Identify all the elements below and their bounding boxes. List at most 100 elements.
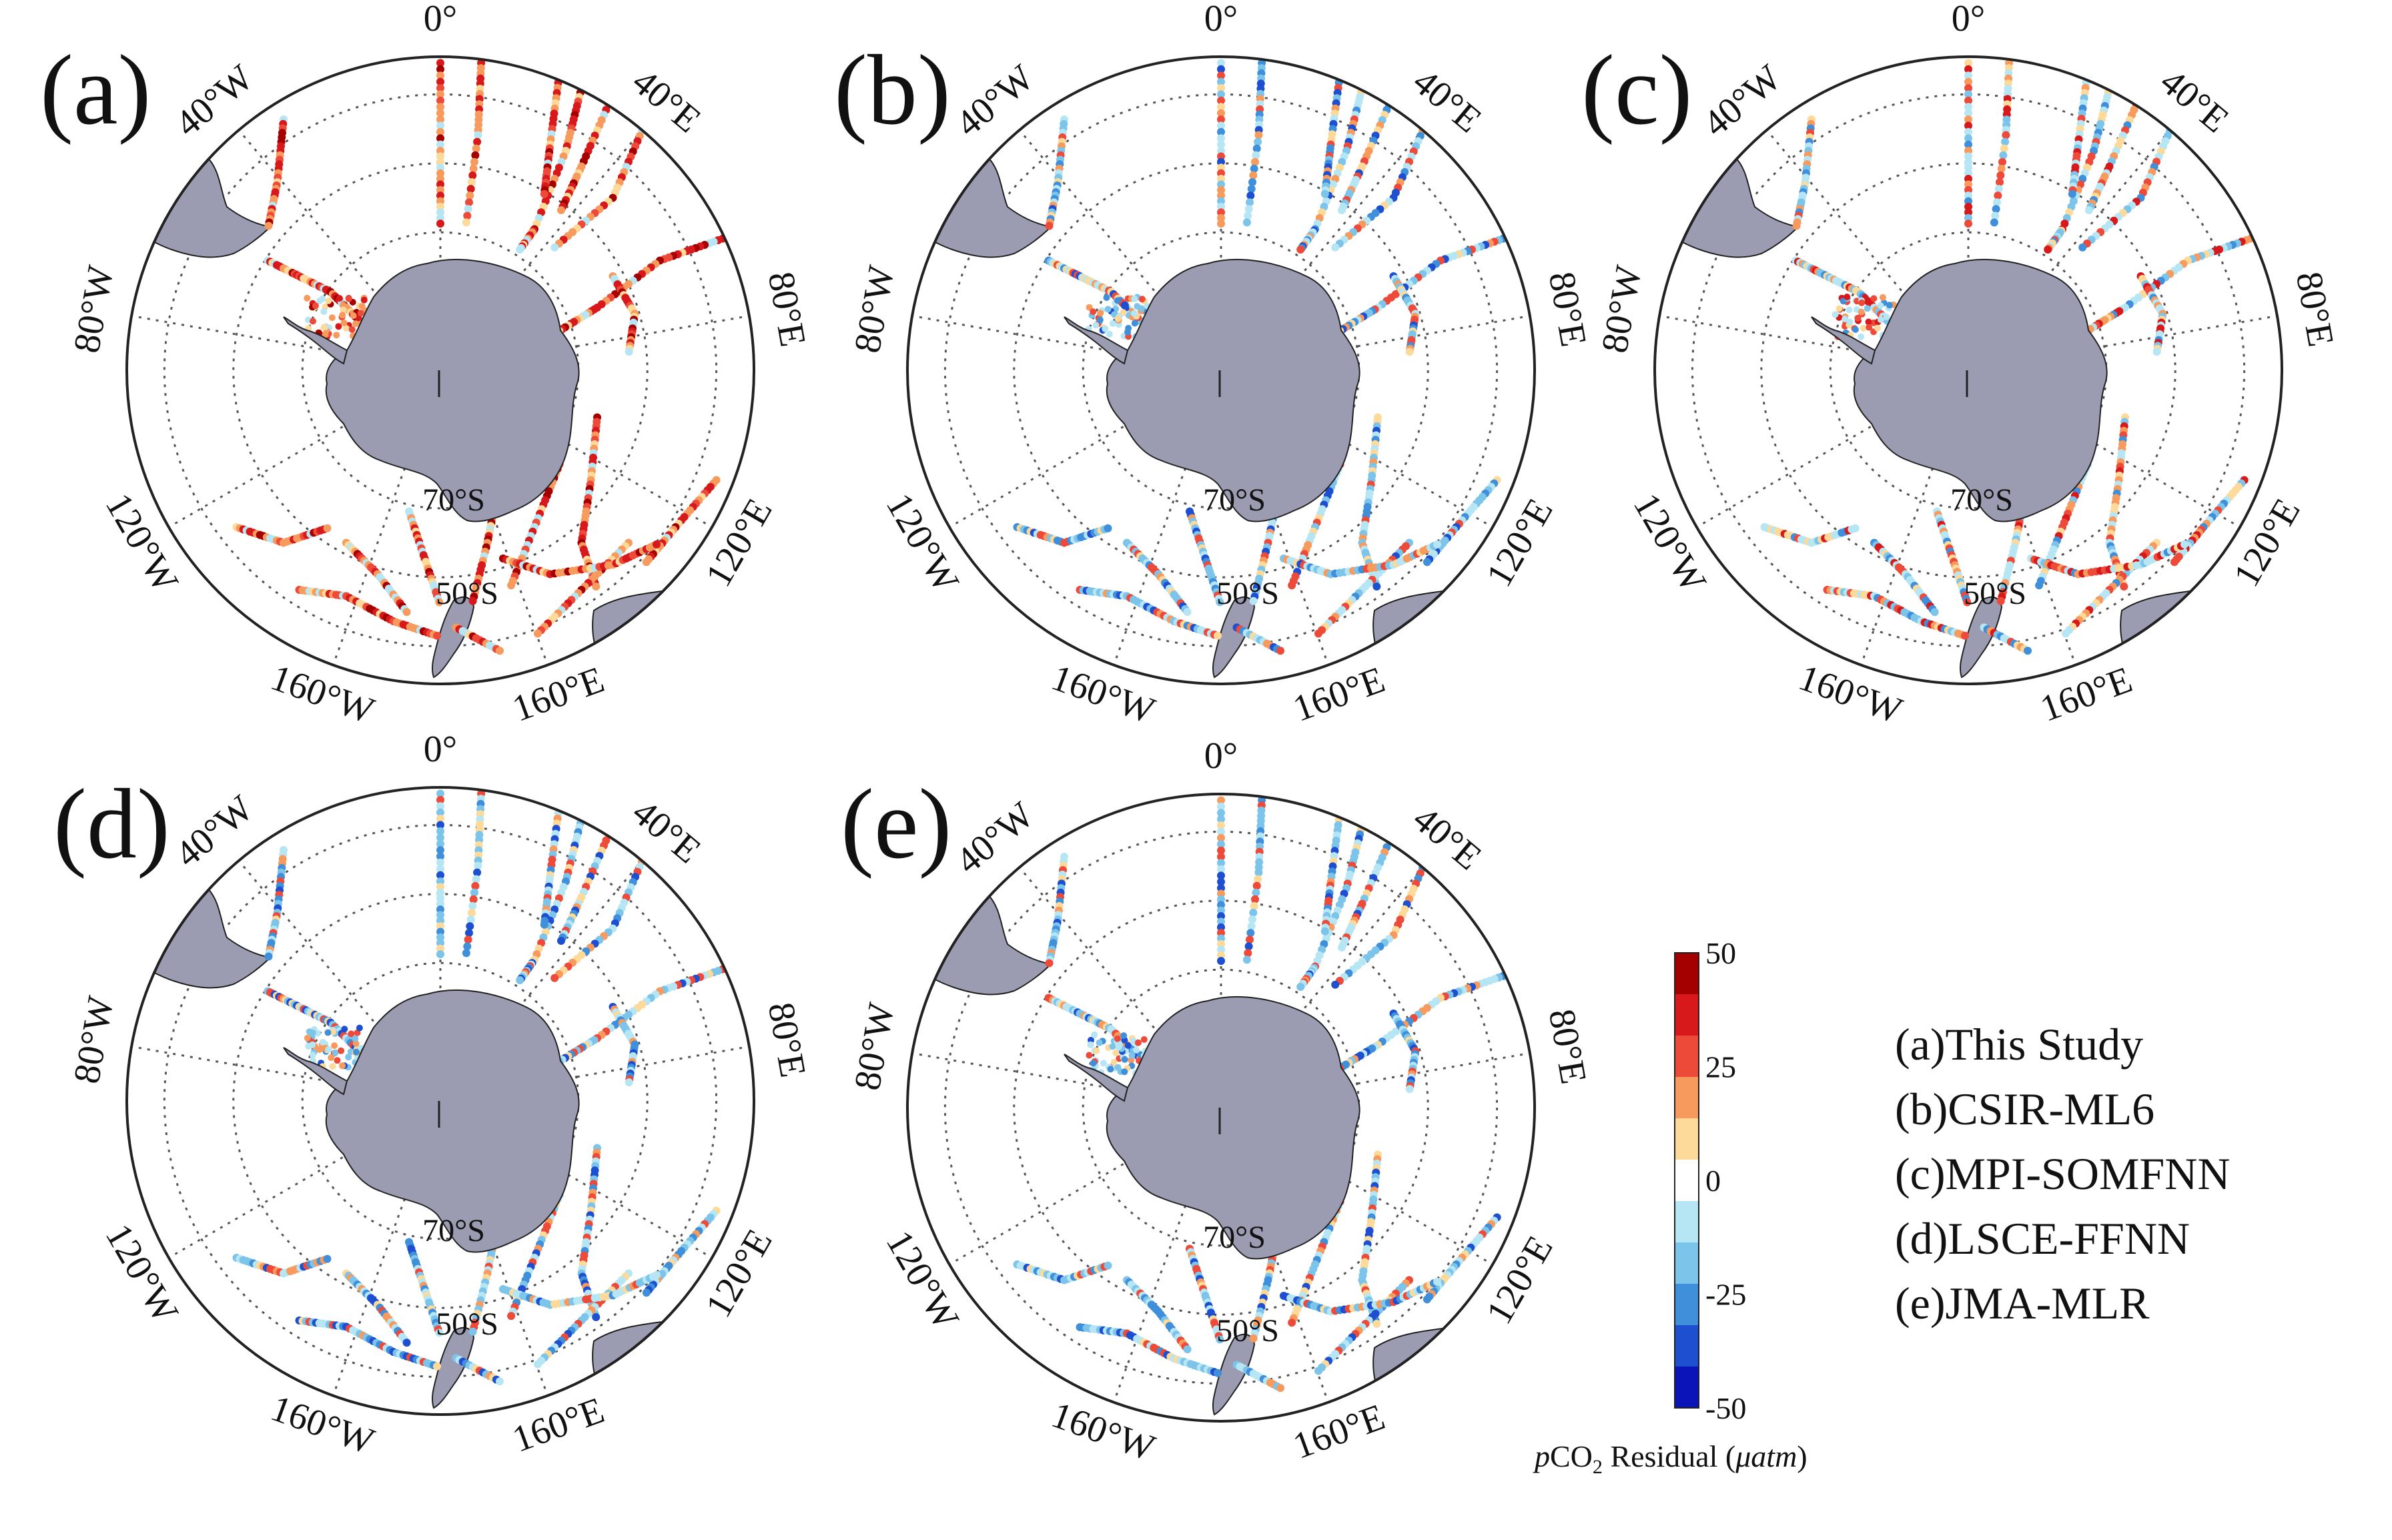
latitude-label-50s: 50°S	[436, 576, 498, 611]
longitude-label: 0°	[424, 0, 457, 39]
track-point	[335, 323, 342, 330]
track-point	[507, 1312, 516, 1320]
track-point	[550, 974, 559, 982]
track-point	[1866, 324, 1873, 331]
track-point	[1338, 943, 1346, 951]
latitude-ring	[943, 93, 1499, 648]
track-point	[339, 1062, 346, 1070]
colorbar-title: pCO2 Residual (μatm)	[1533, 1439, 1808, 1478]
track-point	[1964, 197, 1972, 206]
track-point	[1217, 115, 1225, 123]
track-point	[1216, 1335, 1224, 1344]
track-point	[348, 1030, 355, 1038]
track-point	[2024, 647, 2032, 655]
latitude-label-50s: 50°S	[1216, 1313, 1279, 1349]
track-point	[1133, 1046, 1140, 1054]
track-point	[436, 899, 444, 908]
track-point	[436, 911, 444, 919]
track-point	[1217, 109, 1225, 117]
track-point	[323, 1254, 332, 1263]
colorbar-segment	[1675, 953, 1699, 995]
track-point	[436, 208, 444, 217]
track-point	[1183, 1345, 1192, 1354]
track-point	[436, 950, 444, 959]
track-point	[1217, 815, 1225, 823]
colorbar-tick-label: -25	[1705, 1278, 1746, 1312]
track-point	[436, 147, 444, 155]
track-point	[341, 1026, 348, 1033]
track-point	[1217, 865, 1225, 873]
longitude-label: 0°	[1204, 735, 1238, 777]
track-point	[436, 152, 444, 161]
track-point	[1852, 326, 1859, 333]
track-point	[332, 1049, 339, 1056]
colorbar-segment	[1675, 1160, 1699, 1202]
track-point	[466, 915, 475, 924]
track-point	[473, 868, 482, 877]
legend: (a)This Study (b)CSIR-ML6 (c)MPI-SOMFNN (d)…	[1895, 1019, 2230, 1328]
track-point	[1433, 540, 1441, 548]
colorbar-tick-label: 25	[1705, 1050, 1736, 1084]
track-point	[1250, 901, 1258, 910]
track-point	[1964, 147, 1972, 155]
track-point	[1296, 246, 1305, 254]
longitude-label: 80°W	[847, 262, 903, 356]
track-point	[436, 185, 444, 194]
track-point	[1090, 308, 1097, 316]
track-point	[1250, 164, 1258, 173]
track-point	[324, 1029, 332, 1036]
track-point	[1096, 316, 1104, 324]
track-point	[471, 151, 480, 159]
map-content	[907, 794, 1531, 1415]
track-point	[1120, 309, 1127, 316]
track-point	[1964, 169, 1972, 177]
track-point	[436, 894, 444, 903]
track-point	[436, 827, 444, 835]
track-point	[436, 846, 444, 854]
longitude-label: 0°	[1952, 0, 1985, 39]
track-point	[1877, 316, 1884, 324]
track-point	[1836, 305, 1843, 312]
track-point	[465, 929, 473, 937]
track-point	[625, 1078, 633, 1087]
track-point	[325, 1046, 332, 1053]
track-point	[333, 332, 340, 339]
track-point	[1964, 191, 1972, 200]
track-point	[436, 109, 444, 117]
track-point	[436, 944, 444, 953]
track-point	[1994, 191, 2002, 200]
track-point	[507, 581, 516, 590]
map-frame	[125, 55, 755, 685]
track-point	[1247, 185, 1256, 194]
track-point	[1217, 90, 1225, 99]
track-point	[1109, 1043, 1116, 1050]
track-point	[1248, 178, 1256, 186]
track-point	[436, 833, 444, 842]
colorbar-segment	[1675, 1367, 1699, 1409]
track-point	[1252, 144, 1261, 153]
track-point	[1131, 320, 1138, 327]
track-point	[1244, 212, 1252, 220]
track-point	[1998, 157, 2006, 166]
track-point	[1249, 1334, 1258, 1342]
track-point	[352, 1035, 359, 1042]
track-point	[464, 935, 472, 944]
track-point	[436, 220, 444, 228]
polar-map-e: 0°40°E80°E120°E160°E160°W120°W80°W40°W70…	[847, 735, 1595, 1469]
legend-item: (c)MPI-SOMFNN	[1895, 1148, 2230, 1199]
track-point	[1217, 127, 1225, 136]
track-point	[1254, 868, 1263, 877]
track-point	[1217, 796, 1225, 805]
track-point	[1217, 840, 1225, 849]
track-point	[340, 302, 347, 309]
track-point	[1217, 214, 1225, 222]
track-point	[436, 121, 444, 130]
track-point	[1964, 180, 1972, 189]
track-point	[469, 895, 478, 903]
track-point	[1217, 809, 1225, 817]
track-point	[435, 598, 444, 607]
track-point	[1423, 1295, 1431, 1304]
track-point	[1964, 115, 1972, 123]
track-point	[1217, 84, 1225, 92]
colorbar-tick-label: 0	[1705, 1164, 1721, 1198]
